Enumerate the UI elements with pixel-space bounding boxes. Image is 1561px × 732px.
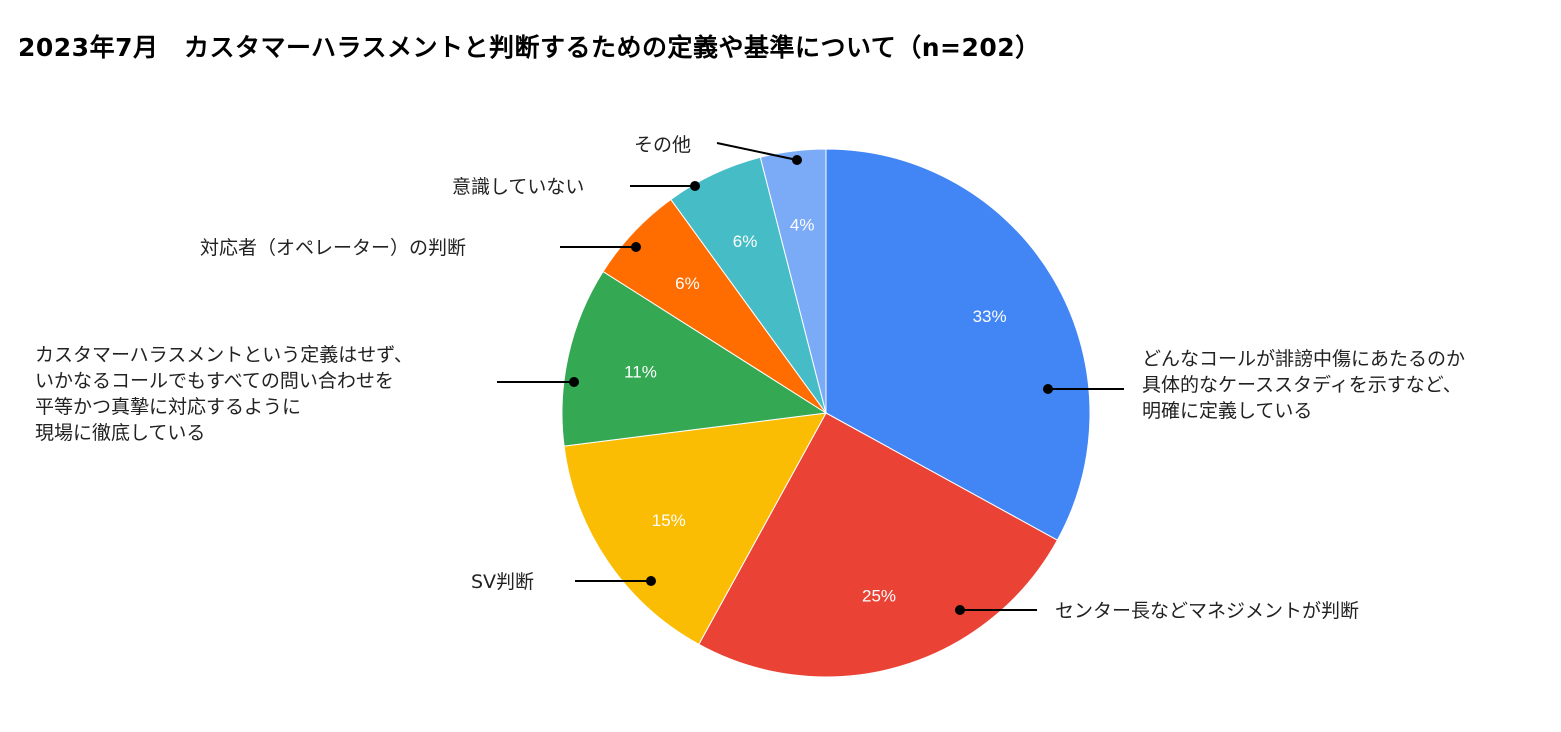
- pct-label: 33%: [973, 307, 1007, 326]
- slice-clear-definition: [825, 148, 1091, 541]
- slice-sv-judgement: [563, 412, 827, 646]
- callout-dot: [646, 576, 656, 586]
- pct-label: 15%: [652, 511, 686, 530]
- callout-dot: [792, 155, 802, 165]
- slice-no-definition: [561, 270, 828, 447]
- pct-label: 4%: [790, 215, 815, 234]
- callout-line: [716, 142, 798, 161]
- callout-dot: [569, 377, 579, 387]
- label-no-definition: カスタマーハラスメントという定義はせず、 いかなるコールでもすべての問い合わせを…: [35, 344, 413, 444]
- pct-label: 6%: [675, 274, 700, 293]
- label-not-aware: 意識していない: [452, 176, 585, 198]
- callout-dot: [1043, 384, 1053, 394]
- callout-dot: [631, 242, 641, 252]
- label-sv-judgement: SV判断: [471, 571, 535, 593]
- label-clear-definition: どんなコールが誹謗中傷にあたるのか 具体的なケーススタディを示すなど、 明確に定…: [1142, 348, 1466, 422]
- label-other: その他: [634, 134, 692, 156]
- callout-dot: [955, 605, 965, 615]
- pct-label: 11%: [624, 363, 657, 382]
- chart-title: 2023年7月 カスタマーハラスメントと判断するための定義や基準について（n=2…: [18, 33, 1041, 62]
- slice-other: [759, 148, 827, 414]
- pct-label: 6%: [733, 232, 758, 251]
- label-management-judgement: センター長などマネジメントが判断: [1055, 600, 1360, 622]
- label-operator-judgement: 対応者（オペレーター）の判断: [200, 237, 467, 259]
- pct-label: 25%: [862, 587, 896, 606]
- callout-dot: [690, 181, 700, 191]
